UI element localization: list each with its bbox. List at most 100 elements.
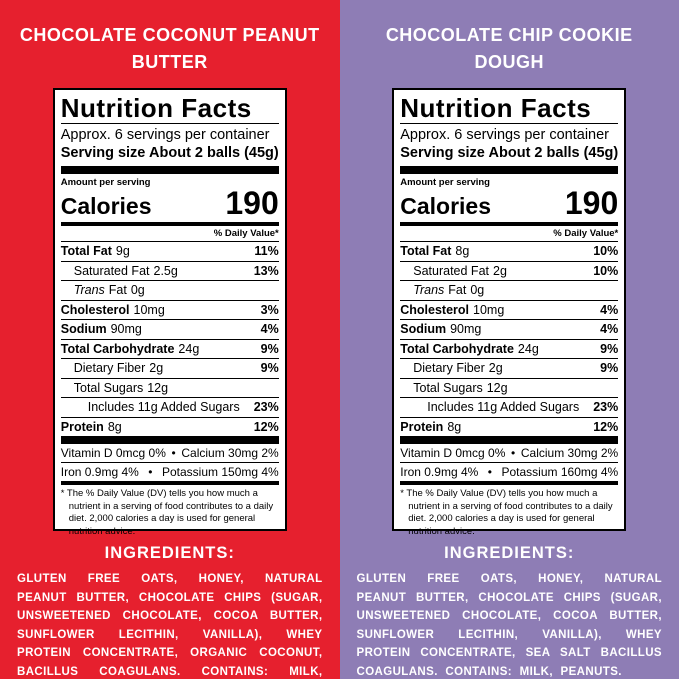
micros-row-2: Iron 0.9mg 4% • Potassium 150mg 4%	[60, 462, 279, 481]
nutrient-name: Protein	[60, 419, 104, 434]
nutrient-dv: 4%	[600, 302, 619, 317]
daily-value-footnote: * The % Daily Value (DV) tells you how m…	[400, 488, 613, 537]
nutrient-row-total-sugars: Total Sugars 12g	[400, 377, 619, 398]
serving-size-row: Serving size About 2 balls (45g)	[400, 144, 618, 166]
nutrient-row-total-carbohydrate: Total Carbohydrate 24g 9%	[60, 338, 279, 359]
nutrient-name: Cholesterol	[60, 302, 130, 317]
nutrient-name: Protein	[400, 419, 444, 434]
nutrient-row-saturated-fat: Saturated Fat 2.5g 13%	[60, 260, 279, 281]
nutrient-name: Saturated Fat	[73, 263, 150, 278]
product-title-line2: BUTTER	[131, 52, 208, 72]
nutrient-dv: 12%	[593, 419, 619, 434]
nutrient-row-total-fat: Total Fat 8g 10%	[400, 241, 619, 261]
micros-row-2: Iron 0.9mg 4% • Potassium 160mg 4%	[400, 462, 619, 481]
calories-row: Calories 190	[60, 185, 279, 222]
nutrient-dv: 12%	[253, 419, 279, 434]
nutrient-dv: 9%	[260, 341, 279, 356]
calories-value: 190	[564, 185, 619, 221]
nutrient-name: Total Carbohydrate	[60, 341, 175, 356]
calories-label: Calories	[60, 193, 152, 219]
daily-value-header: % Daily Value*	[213, 228, 279, 239]
nutrient-name: Total Sugars	[73, 380, 144, 395]
bullet-separator: •	[511, 446, 516, 460]
nutrient-dv: 4%	[600, 322, 619, 336]
nutrient-row-protein: Protein 8g 12%	[60, 416, 279, 437]
panel-chocolate-chip-cookie-dough: CHOCOLATE CHIP COOKIE DOUGH Nutrition Fa…	[339, 0, 679, 679]
divider-medium	[60, 222, 279, 226]
nutrient-amount: 8g	[107, 419, 122, 434]
serving-size-label: Serving size	[60, 145, 146, 161]
divider-thick	[400, 166, 619, 174]
nutrient-row-dietary-fiber: Dietary Fiber 2g 9%	[60, 358, 279, 378]
product-title-line1: CHOCOLATE CHIP COOKIE	[385, 25, 633, 45]
nutrient-name: Includes 11g Added Sugars	[87, 400, 240, 414]
nutrient-row-dietary-fiber: Dietary Fiber 2g 9%	[400, 358, 619, 378]
product-title: CHOCOLATE CHIP COOKIE DOUGH	[340, 22, 679, 84]
amount-per-serving-label: Amount per serving	[60, 177, 151, 188]
nutrient-dv: 9%	[600, 341, 619, 356]
nutrition-facts-box: Nutrition Facts Approx. 6 servings per c…	[392, 88, 627, 537]
ingredients-text: GLUTEN FREE OATS, HONEY, NATURAL PEANUT …	[356, 573, 662, 678]
nutrient-dv: 4%	[260, 322, 279, 336]
panel-chocolate-coconut-peanut-butter: CHOCOLATE COCONUT PEANUT BUTTER Nutritio…	[0, 0, 340, 679]
calories-label: Calories	[400, 193, 492, 219]
divider-thick	[60, 166, 279, 174]
micro-right: Potassium 160mg 4%	[501, 465, 619, 479]
nutrient-amount: 12g	[486, 380, 508, 395]
nutrient-name: Cholesterol	[400, 302, 470, 317]
micro-left: Iron 0.9mg 4%	[60, 465, 139, 479]
nutrient-name-italic: Trans	[413, 283, 445, 297]
nutrient-name: Total Carbohydrate	[400, 341, 514, 356]
divider-medium	[400, 222, 619, 226]
micro-right: Calcium 30mg 2%	[520, 446, 619, 460]
ingredients-heading: INGREDIENTS:	[444, 544, 575, 562]
nutrient-row-protein: Protein 8g 12%	[400, 416, 619, 437]
nutrient-amount: 2g	[149, 361, 164, 375]
nutrient-amount: 2.5g	[153, 263, 178, 278]
ingredients-section: INGREDIENTS: GLUTEN FREE OATS, HONEY, NA…	[340, 531, 679, 679]
serving-size-row: Serving size About 2 balls (45g)	[61, 144, 279, 166]
nutrient-dv: 11%	[254, 244, 279, 258]
calories-value: 190	[225, 185, 279, 221]
serving-size-value: About 2 balls (45g)	[488, 145, 619, 161]
product-title-line1: CHOCOLATE COCONUT PEANUT	[19, 25, 320, 45]
micro-right: Potassium 150mg 4%	[162, 465, 279, 479]
nutrient-row-cholesterol: Cholesterol 10mg 4%	[400, 299, 619, 320]
nutrient-dv: 9%	[600, 361, 619, 375]
bullet-separator: •	[148, 465, 153, 479]
daily-value-header: % Daily Value*	[553, 228, 619, 239]
serving-size-value: About 2 balls (45g)	[149, 145, 279, 161]
micros-row-1: Vitamin D 0mcg 0% • Calcium 30mg 2%	[400, 444, 618, 462]
nutrient-dv: 10%	[593, 263, 619, 278]
nutrient-name: Total Sugars	[413, 380, 483, 395]
nutrient-row-added-sugars: Includes 11g Added Sugars 23%	[60, 397, 279, 417]
nutrient-amount: 90mg	[110, 322, 142, 336]
divider-medium	[60, 481, 279, 485]
nutrient-dv: 10%	[593, 244, 619, 258]
nutrient-amount: 8g	[455, 244, 470, 258]
divider-thick	[400, 436, 619, 444]
servings-per-container: Approx. 6 servings per container	[400, 127, 609, 143]
amount-per-serving-label: Amount per serving	[400, 177, 490, 188]
bullet-separator: •	[171, 446, 176, 460]
nutrient-dv: 13%	[253, 263, 279, 278]
divider-thick	[60, 436, 279, 444]
nutrient-name: Saturated Fat	[413, 263, 489, 278]
nutrient-amount: 0g	[470, 283, 485, 297]
nutrient-name: Fat	[448, 283, 467, 297]
nutrient-amount: 90mg	[450, 322, 482, 336]
nutrient-row-sodium: Sodium 90mg 4%	[60, 319, 279, 339]
nutrient-amount: 0g	[130, 283, 145, 297]
micro-left: Iron 0.9mg 4%	[400, 465, 479, 479]
nutrient-amount: 24g	[178, 341, 200, 356]
nutrition-facts-box: Nutrition Facts Approx. 6 servings per c…	[52, 88, 287, 537]
daily-value-footnote: * The % Daily Value (DV) tells you how m…	[60, 488, 274, 537]
micro-left: Vitamin D 0mcg 0%	[60, 446, 166, 460]
nutrient-name-italic: Trans	[73, 283, 105, 297]
nutrient-row-total-sugars: Total Sugars 12g	[60, 377, 279, 398]
nutrient-row-trans-fat: Trans Fat 0g	[400, 280, 619, 300]
nutrient-name: Sodium	[400, 322, 447, 336]
nutrition-facts-title: Nutrition Facts	[60, 95, 279, 124]
nutrient-dv: 9%	[260, 361, 279, 375]
